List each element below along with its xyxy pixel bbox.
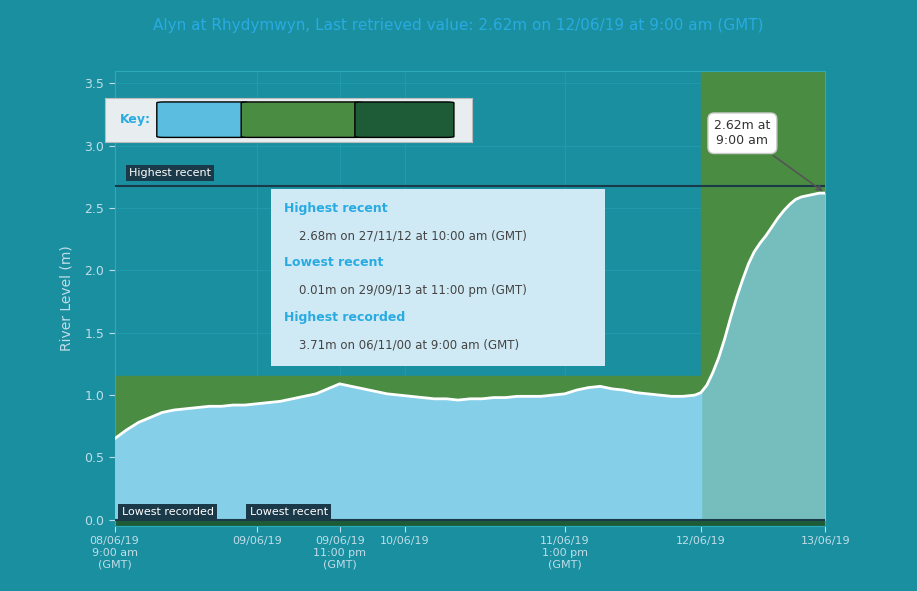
Text: Lowest recent: Lowest recent xyxy=(249,507,327,517)
Text: 3.71m on 06/11/00 at 9:00 am (GMT): 3.71m on 06/11/00 at 9:00 am (GMT) xyxy=(284,339,519,352)
Text: 0.01m on 29/09/13 at 11:00 pm (GMT): 0.01m on 29/09/13 at 11:00 pm (GMT) xyxy=(284,284,526,297)
Text: Highest recent: Highest recent xyxy=(128,168,211,178)
Text: 2.62m at
9:00 am: 2.62m at 9:00 am xyxy=(714,119,822,190)
FancyBboxPatch shape xyxy=(241,102,362,137)
Text: Highest recorded: Highest recorded xyxy=(284,311,405,324)
Y-axis label: River Level (m): River Level (m) xyxy=(59,246,73,351)
FancyBboxPatch shape xyxy=(157,102,249,137)
FancyBboxPatch shape xyxy=(355,102,454,137)
Text: Typical Level: Typical Level xyxy=(260,113,344,126)
Text: High Level: High Level xyxy=(168,113,238,126)
Text: 2.68m on 27/11/12 at 10:00 am (GMT): 2.68m on 27/11/12 at 10:00 am (GMT) xyxy=(284,229,526,242)
Text: Key:: Key: xyxy=(120,113,151,126)
Text: Lowest recent: Lowest recent xyxy=(284,256,383,269)
Text: Highest recent: Highest recent xyxy=(284,202,388,215)
Text: Alyn at Rhydymwyn, Last retrieved value: 2.62m on 12/06/19 at 9:00 am (GMT): Alyn at Rhydymwyn, Last retrieved value:… xyxy=(153,18,764,33)
Text: Lowest recorded: Lowest recorded xyxy=(122,507,214,517)
Text: Low Level: Low Level xyxy=(371,113,437,126)
